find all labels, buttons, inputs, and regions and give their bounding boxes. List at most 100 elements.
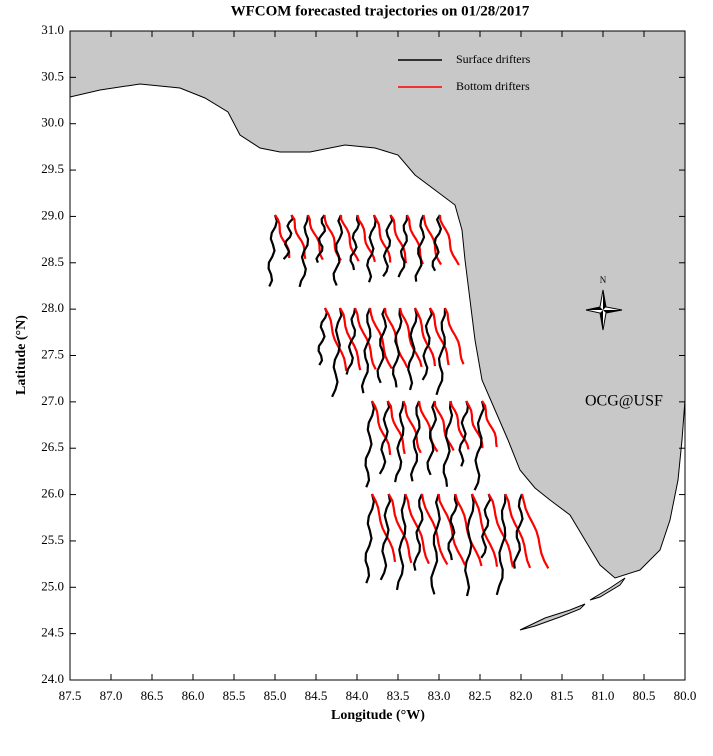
y-tick-label: 26.5 <box>41 439 64 454</box>
bottom-track <box>471 493 499 567</box>
x-tick-label: 84.5 <box>305 688 328 703</box>
bottom-track <box>429 307 450 366</box>
title: WFCOM forecasted trajectories on 01/28/2… <box>231 3 530 19</box>
bottom-track <box>444 307 465 365</box>
surface-track <box>412 493 424 571</box>
y-tick-label: 25.5 <box>41 532 64 547</box>
y-axis-label: Latitude (°N) <box>14 315 29 395</box>
surface-track <box>397 214 409 278</box>
y-tick-label: 26.0 <box>41 486 64 501</box>
x-axis-label: Longitude (°W) <box>331 708 425 723</box>
bottom-track <box>371 400 392 456</box>
surface-track <box>435 307 447 396</box>
x-tick-label: 80.0 <box>674 688 697 703</box>
keys-islands <box>519 577 626 631</box>
bottom-track <box>437 493 467 566</box>
surface-track <box>349 214 361 271</box>
surface-track <box>345 307 357 375</box>
x-tick-label: 87.5 <box>59 688 82 703</box>
surface-track <box>394 400 405 483</box>
bottom-track <box>387 493 413 564</box>
bottom-track <box>406 214 425 265</box>
bottom-track <box>373 214 392 263</box>
x-tick-label: 85.5 <box>223 688 246 703</box>
surface-track <box>407 307 418 391</box>
bottom-track <box>368 307 393 370</box>
surface-track <box>480 493 492 559</box>
bottom-track <box>402 400 422 454</box>
y-tick-label: 24.5 <box>41 625 64 640</box>
surface-track <box>282 214 295 260</box>
surface-track <box>364 493 376 584</box>
surface-track <box>447 493 458 561</box>
surface-track <box>391 307 403 388</box>
bottom-track <box>398 307 423 368</box>
bottom-track <box>414 307 436 367</box>
surface-track <box>458 400 470 467</box>
surface-track <box>267 214 279 287</box>
x-tick-label: 86.5 <box>141 688 164 703</box>
surface-track <box>395 493 407 591</box>
x-tick-label: 81.0 <box>592 688 615 703</box>
surface-track <box>421 307 433 381</box>
surface-track <box>298 214 310 288</box>
y-tick-label: 29.0 <box>41 207 64 222</box>
x-tick-label: 85.0 <box>264 688 287 703</box>
surface-track <box>473 400 485 491</box>
bottom-track <box>371 493 397 563</box>
bottom-track <box>389 214 407 264</box>
surface-track <box>512 493 524 569</box>
y-tick-label: 24.0 <box>41 671 64 686</box>
surface-track <box>442 400 454 487</box>
bottom-track <box>449 400 470 450</box>
compass-label: N <box>600 275 607 285</box>
surface-track <box>364 400 376 488</box>
legend-label: Surface drifters <box>456 52 531 66</box>
bottom-track <box>339 307 362 371</box>
surface-track <box>382 214 394 278</box>
surface-track <box>414 214 426 282</box>
x-tick-label: 87.0 <box>100 688 123 703</box>
y-tick-label: 28.0 <box>41 300 64 315</box>
x-tick-label: 86.0 <box>182 688 205 703</box>
surface-track <box>464 493 475 597</box>
surface-track <box>360 307 372 394</box>
surface-track <box>431 214 443 272</box>
bottom-track <box>433 400 455 452</box>
surface-track <box>366 214 377 283</box>
y-tick-label: 27.0 <box>41 393 64 408</box>
surface-track <box>332 214 344 286</box>
bottom-track <box>438 214 460 266</box>
surface-track <box>315 214 327 263</box>
bottom-track <box>504 493 532 569</box>
bottom-track <box>324 307 348 371</box>
x-tick-label: 82.5 <box>469 688 492 703</box>
bottom-track <box>487 493 514 568</box>
x-tick-label: 80.5 <box>633 688 656 703</box>
y-tick-label: 30.0 <box>41 115 64 130</box>
surface-track <box>379 493 392 581</box>
surface-track <box>495 493 507 596</box>
surface-track <box>331 307 343 398</box>
x-tick-label: 83.5 <box>387 688 410 703</box>
surface-track <box>317 307 329 366</box>
x-tick-label: 84.0 <box>346 688 369 703</box>
surface-track <box>430 493 441 595</box>
y-tick-label: 25.0 <box>41 578 64 593</box>
bottom-track <box>353 307 377 370</box>
y-tick-label: 28.5 <box>41 254 64 269</box>
surface-track <box>426 400 438 476</box>
bottom-track <box>481 400 498 448</box>
bottom-track <box>386 400 406 455</box>
annotation: OCG@USF <box>585 393 663 410</box>
compass <box>585 289 623 331</box>
y-tick-label: 30.5 <box>41 68 64 83</box>
y-tick-label: 27.5 <box>41 346 64 361</box>
legend-label: Bottom drifters <box>456 79 530 93</box>
y-tick-label: 31.0 <box>41 22 64 37</box>
y-tick-label: 29.5 <box>41 161 64 176</box>
florida-land <box>69 30 686 579</box>
surface-track <box>376 307 388 384</box>
surface-track <box>409 400 421 482</box>
